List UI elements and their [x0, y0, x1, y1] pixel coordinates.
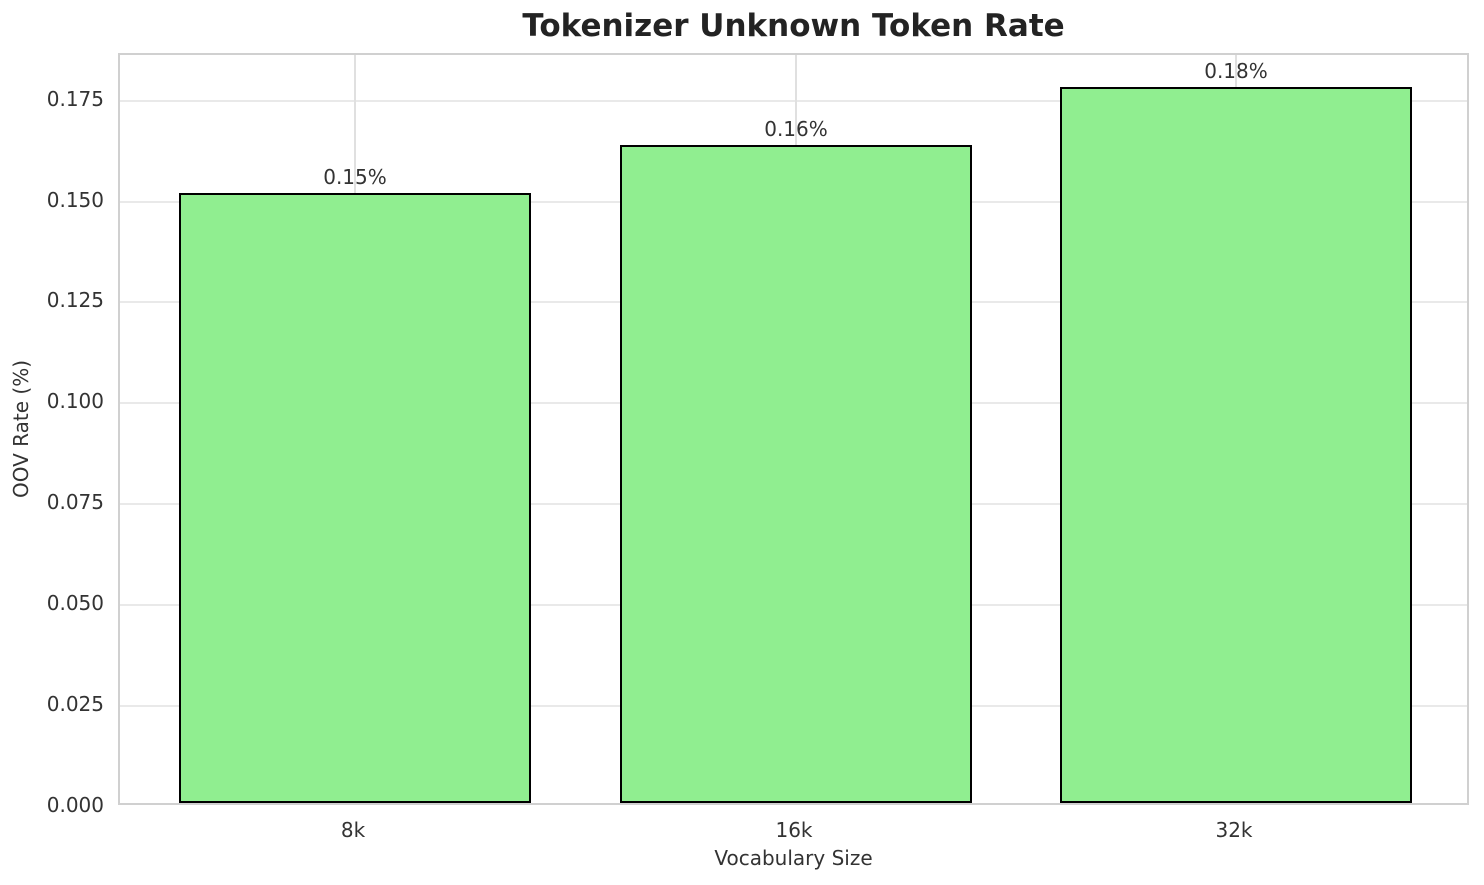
bar-8k	[179, 193, 531, 803]
bar-value-label: 0.18%	[1204, 59, 1268, 83]
y-tick-label: 0.075	[46, 490, 104, 515]
x-tick-label: 16k	[775, 818, 813, 842]
bar-value-label: 0.15%	[323, 165, 387, 189]
x-tick-label: 8k	[340, 818, 366, 842]
plot-area: 0.15% 0.16% 0.18%	[118, 53, 1469, 805]
bar-16k	[620, 145, 972, 803]
y-tick-label: 0.175	[46, 86, 104, 111]
chart-title: Tokenizer Unknown Token Rate	[522, 8, 1065, 44]
y-tick-label: 0.100	[46, 389, 104, 414]
x-axis-label: Vocabulary Size	[714, 846, 873, 870]
y-tick-label: 0.025	[46, 692, 104, 717]
y-tick-label: 0.000	[46, 793, 104, 817]
bar-32k	[1060, 87, 1412, 803]
y-tick-label: 0.125	[46, 288, 104, 313]
y-tick-labels: 0.000 0.025 0.050 0.075 0.100 0.125 0.150 0.175	[0, 53, 104, 817]
gridline-horizontal	[120, 99, 1467, 102]
x-tick-label: 32k	[1215, 818, 1253, 842]
y-tick-label: 0.050	[46, 591, 104, 616]
y-tick-label: 0.150	[46, 187, 104, 212]
bar-value-label: 0.16%	[764, 117, 828, 141]
